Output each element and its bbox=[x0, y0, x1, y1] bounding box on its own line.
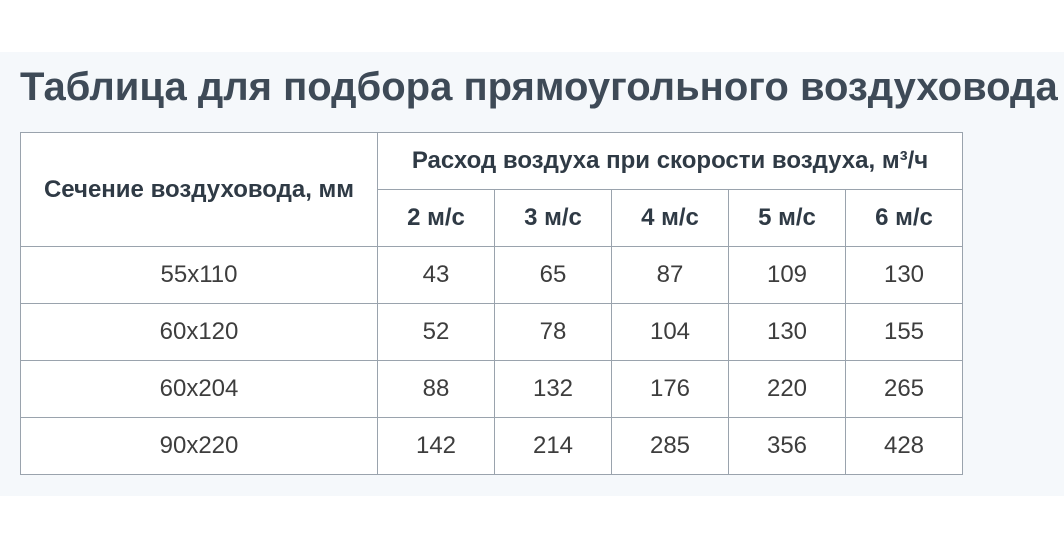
value-cell: 428 bbox=[845, 417, 963, 475]
speed-header: 3 м/с bbox=[494, 189, 612, 247]
flow-header: Расход воздуха при скорости воздуха, м³/… bbox=[377, 132, 963, 190]
table-row: 90х220 142 214 285 356 428 bbox=[20, 417, 963, 475]
value-cell: 130 bbox=[845, 246, 963, 304]
page: Таблица для подбора прямоугольного возду… bbox=[0, 52, 1064, 496]
value-cell: 142 bbox=[377, 417, 495, 475]
speed-header: 6 м/с bbox=[845, 189, 963, 247]
value-cell: 176 bbox=[611, 360, 729, 418]
value-cell: 52 bbox=[377, 303, 495, 361]
value-cell: 130 bbox=[728, 303, 846, 361]
speed-header: 4 м/с bbox=[611, 189, 729, 247]
section-header: Сечение воздуховода, мм bbox=[20, 132, 378, 247]
section-cell: 60х120 bbox=[20, 303, 378, 361]
speed-header-row: 2 м/с 3 м/с 4 м/с 5 м/с 6 м/с bbox=[21, 189, 963, 247]
value-cell: 155 bbox=[845, 303, 963, 361]
table-row: 60х204 88 132 176 220 265 bbox=[20, 360, 963, 418]
value-cell: 109 bbox=[728, 246, 846, 304]
speed-header: 2 м/с bbox=[377, 189, 495, 247]
value-cell: 265 bbox=[845, 360, 963, 418]
speed-header: 5 м/с bbox=[728, 189, 846, 247]
page-title: Таблица для подбора прямоугольного возду… bbox=[20, 65, 1058, 109]
value-cell: 43 bbox=[377, 246, 495, 304]
value-cell: 285 bbox=[611, 417, 729, 475]
value-cell: 356 bbox=[728, 417, 846, 475]
value-cell: 214 bbox=[494, 417, 612, 475]
value-cell: 78 bbox=[494, 303, 612, 361]
section-cell: 90х220 bbox=[20, 417, 378, 475]
section-cell: 55х110 bbox=[20, 246, 378, 304]
value-cell: 132 bbox=[494, 360, 612, 418]
table-row: 60х120 52 78 104 130 155 bbox=[20, 303, 963, 361]
section-cell: 60х204 bbox=[20, 360, 378, 418]
table-row: 55х110 43 65 87 109 130 bbox=[20, 246, 963, 304]
duct-selection-table: Сечение воздуховода, мм Расход воздуха п… bbox=[20, 132, 963, 475]
value-cell: 87 bbox=[611, 246, 729, 304]
table-header-row: Сечение воздуховода, мм Расход воздуха п… bbox=[20, 132, 963, 247]
value-cell: 104 bbox=[611, 303, 729, 361]
value-cell: 65 bbox=[494, 246, 612, 304]
value-cell: 88 bbox=[377, 360, 495, 418]
value-cell: 220 bbox=[728, 360, 846, 418]
